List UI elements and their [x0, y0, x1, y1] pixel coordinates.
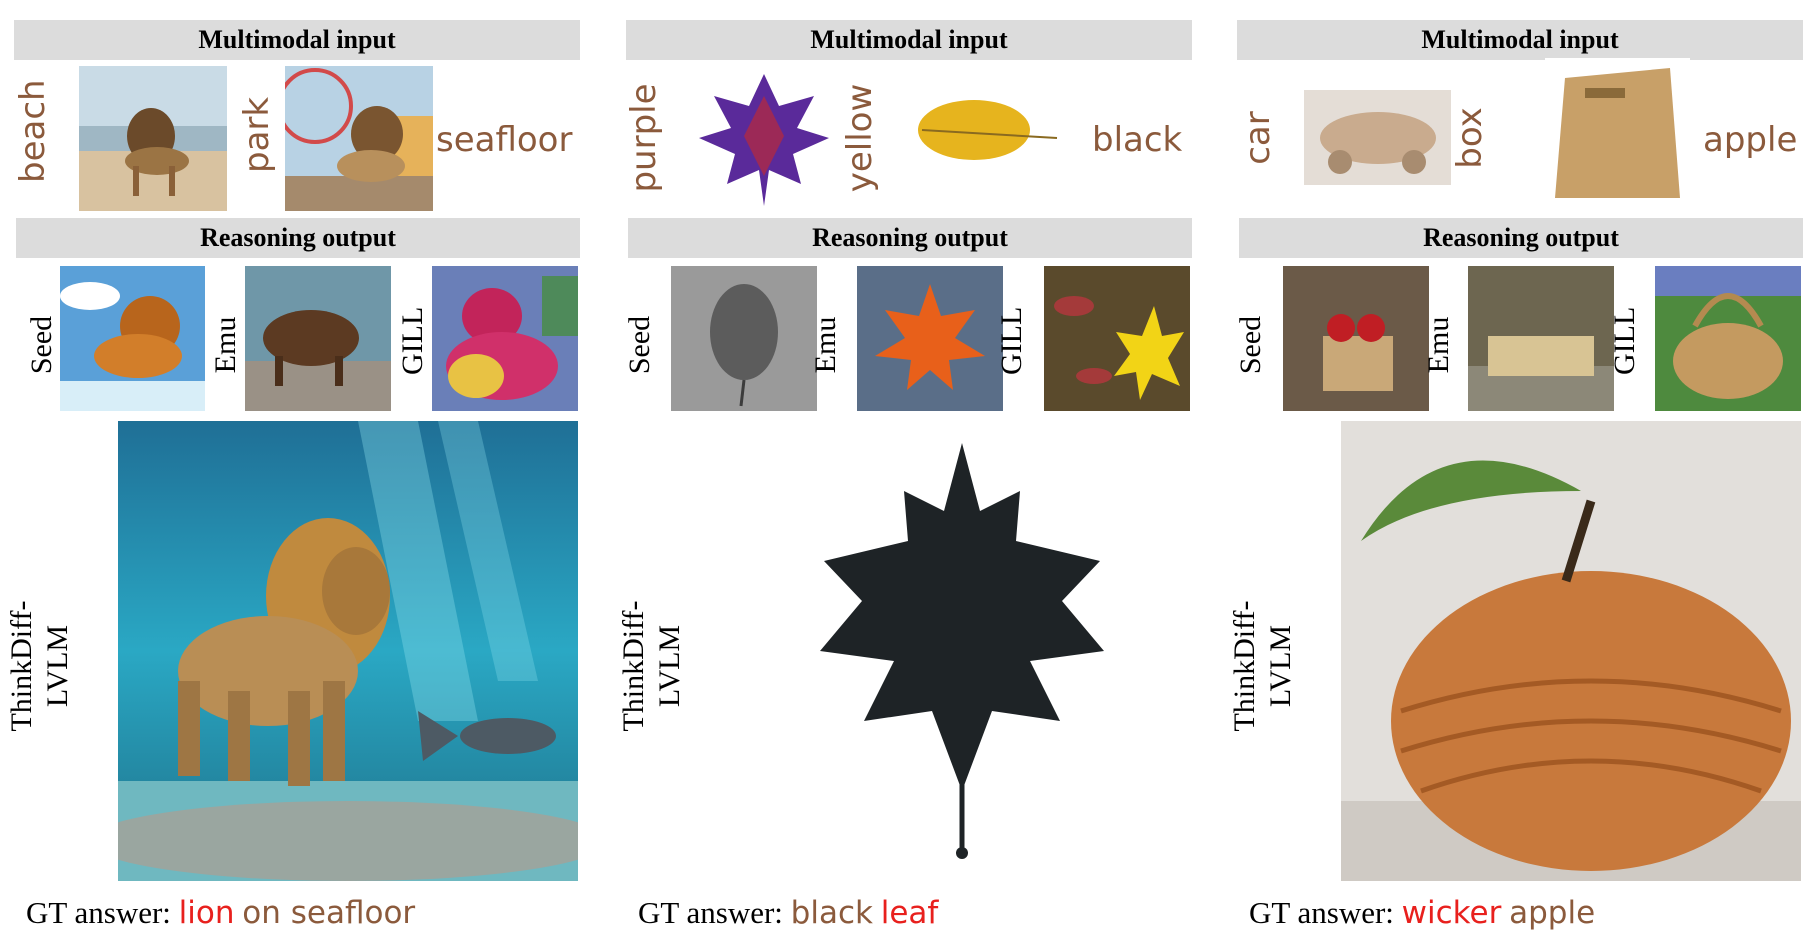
input-image-lion-beach — [79, 66, 227, 211]
panel-lion: Multimodal input beach park seafloor Rea… — [0, 0, 590, 948]
gill-output-image — [1655, 266, 1801, 411]
emu-output-image — [1468, 266, 1614, 411]
gt-answer: GT answer: black leaf — [638, 895, 938, 931]
model-label-seed: Seed — [623, 315, 656, 375]
model-label-gill: GILL — [396, 306, 429, 375]
gt-answer-word-brown: black — [790, 895, 873, 931]
method-label: ThinkDiff- LVLM — [616, 591, 688, 741]
multimodal-input-header: Multimodal input — [1237, 20, 1803, 60]
thinkdiff-output-image-black-leaf — [730, 421, 1190, 881]
seed-output-image — [671, 266, 817, 411]
model-label-gill: GILL — [995, 306, 1028, 375]
method-label-line2: LVLM — [41, 624, 74, 708]
method-label-line1: ThinkDiff- — [617, 600, 650, 732]
emu-output-image — [857, 266, 1003, 411]
method-label-line1: ThinkDiff- — [5, 600, 38, 732]
method-label-line2: LVLM — [1264, 624, 1297, 708]
multimodal-input-header: Multimodal input — [626, 20, 1192, 60]
model-label-gill: GILL — [1608, 306, 1641, 375]
input-word-beach: beach — [13, 79, 53, 183]
multimodal-input-header: Multimodal input — [14, 20, 580, 60]
gt-answer-word-red: wicker — [1401, 895, 1502, 931]
input-word-car: car — [1238, 111, 1278, 165]
reasoning-output-header: Reasoning output — [628, 218, 1192, 258]
input-word-purple: purple — [624, 83, 664, 193]
input-word-seafloor: seafloor — [436, 120, 573, 160]
gill-output-image — [1044, 266, 1190, 411]
reasoning-output-header: Reasoning output — [16, 218, 580, 258]
gt-answer-prefix: GT answer: — [638, 895, 783, 930]
method-label: ThinkDiff- LVLM — [4, 591, 76, 741]
model-label-seed: Seed — [1234, 315, 1267, 375]
input-word-park: park — [237, 96, 277, 173]
gt-answer-word-red: lion — [178, 895, 235, 931]
panel-apple: Multimodal input car box apple Reasoning… — [1223, 0, 1813, 948]
input-image-purple-leaf — [689, 66, 839, 208]
gt-answer-prefix: GT answer: — [26, 895, 171, 930]
input-image-yellow-leaf — [912, 90, 1062, 170]
input-image-wicker-box — [1545, 58, 1690, 206]
thinkdiff-output-image-lion-seafloor — [118, 421, 578, 881]
emu-output-image — [245, 266, 391, 411]
input-image-lion-park — [285, 66, 433, 211]
seed-output-image — [60, 266, 205, 411]
gt-answer-word-brown: on seafloor — [242, 895, 416, 931]
method-label-line2: LVLM — [653, 624, 686, 708]
model-label-seed: Seed — [25, 315, 58, 375]
gt-answer: GT answer: wicker apple — [1249, 895, 1595, 931]
input-word-box: box — [1450, 107, 1490, 169]
input-image-wicker-car — [1304, 90, 1451, 185]
gill-output-image — [432, 266, 578, 411]
seed-output-image — [1283, 266, 1429, 411]
model-label-emu: Emu — [809, 316, 842, 374]
method-label: ThinkDiff- LVLM — [1227, 591, 1299, 741]
gt-answer-word-red: leaf — [880, 895, 939, 931]
model-label-emu: Emu — [1422, 316, 1455, 374]
gt-answer-prefix: GT answer: — [1249, 895, 1394, 930]
gt-answer-word-brown: apple — [1509, 895, 1596, 931]
input-word-black: black — [1092, 120, 1183, 160]
reasoning-output-header: Reasoning output — [1239, 218, 1803, 258]
input-word-yellow: yellow — [840, 83, 880, 193]
panel-leaf: Multimodal input purple yellow black Rea… — [612, 0, 1202, 948]
model-label-emu: Emu — [209, 316, 242, 374]
input-word-apple: apple — [1703, 120, 1798, 160]
gt-answer: GT answer: lion on seafloor — [26, 895, 415, 931]
method-label-line1: ThinkDiff- — [1228, 600, 1261, 732]
thinkdiff-output-image-wicker-apple — [1341, 421, 1801, 881]
